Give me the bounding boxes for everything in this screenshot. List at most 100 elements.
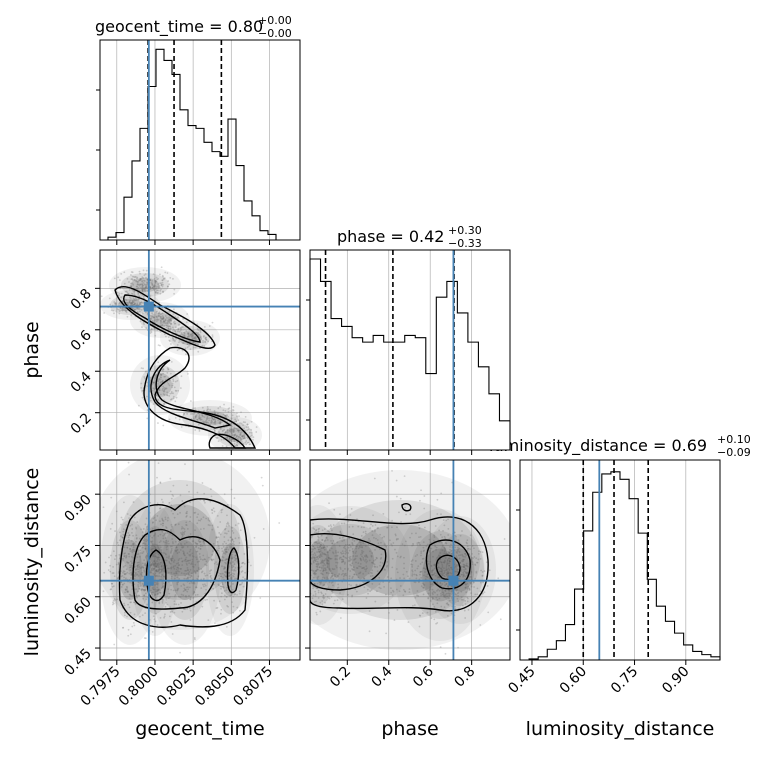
sample-point [239,609,241,612]
sample-point [337,586,340,589]
sample-point [191,338,194,340]
sample-point [170,523,173,526]
sample-point [462,558,465,561]
sample-point [144,589,147,592]
sample-point [383,535,386,538]
sample-point [301,569,303,571]
sample-point [186,528,189,530]
sample-point [450,543,452,546]
sample-point [161,369,164,371]
sample-point [169,276,172,279]
sample-point [441,588,444,591]
sample-point [150,331,153,333]
sample-point [464,556,466,558]
sample-point [196,323,199,326]
sample-point [177,595,180,598]
sample-point [191,334,194,337]
sample-point [211,512,214,514]
sample-point [160,373,163,376]
sample-point [310,569,313,572]
sample-point [114,302,117,305]
sample-point [503,538,506,540]
sample-point [340,522,343,525]
sample-point [186,567,189,569]
sample-point [124,588,127,591]
sample-point [177,543,180,546]
sample-point [313,583,316,585]
sample-point [181,333,183,336]
sample-point [166,556,168,559]
y-tick-label: 0.8 [68,286,95,313]
sample-point [161,530,164,533]
sample-point [161,501,164,504]
density-patch [139,526,171,614]
sample-point [244,571,246,574]
sample-point [126,546,129,549]
sample-point [169,372,172,375]
sample-point [371,530,374,532]
sample-point [190,413,192,415]
sample-point [368,559,371,562]
sample-point [171,330,174,332]
sample-point [142,550,145,553]
sample-point [326,551,329,554]
sample-point [187,588,190,591]
sample-point [225,416,228,419]
sample-point [186,607,189,610]
sample-point [212,587,215,590]
sample-point [394,548,396,551]
sample-point [231,429,233,431]
sample-point [242,434,245,437]
y-tick-label: 0.90 [61,492,94,525]
sample-point [145,540,148,543]
sample-point [351,568,353,570]
sample-point [150,563,153,565]
sample-point [447,604,450,606]
sample-point [180,602,182,604]
sample-point [125,311,128,314]
sample-point [174,322,177,325]
sample-point [342,578,345,580]
sample-point [143,280,146,282]
sample-point [313,556,316,559]
sample-point [142,566,144,569]
sample-point [212,422,215,424]
sample-point [199,418,202,420]
sample-point [480,569,482,572]
sample-point [191,558,194,561]
sample-point [120,309,122,312]
sample-point [434,525,437,527]
title-phase: phase = 0.42 +0.30 −0.33 [337,224,482,250]
sample-point [311,535,314,538]
sample-point [174,400,177,403]
sample-point [189,520,191,523]
sample-point [178,557,181,560]
sample-point [188,582,191,585]
sample-point [181,610,184,613]
sample-point [223,536,226,538]
sample-point [443,570,446,572]
sample-point [144,290,146,293]
sample-point [211,524,214,527]
sample-point [446,595,448,598]
sample-point [177,523,180,526]
sample-point [395,551,398,554]
sample-point [411,604,414,607]
sample-point [241,435,243,438]
sample-point [320,534,323,537]
sample-point [152,563,155,566]
sample-point [186,569,189,571]
sample-point [166,322,169,325]
sample-point [175,603,178,606]
sample-point [177,559,180,562]
sample-point [427,563,430,565]
sample-point [185,541,188,544]
sample-point [236,606,239,609]
sample-point [132,548,135,551]
sample-point [159,507,162,510]
sample-point [224,575,227,578]
sample-point [182,590,185,593]
sample-point [440,570,443,573]
sample-point [209,570,211,572]
sample-point [162,318,165,321]
